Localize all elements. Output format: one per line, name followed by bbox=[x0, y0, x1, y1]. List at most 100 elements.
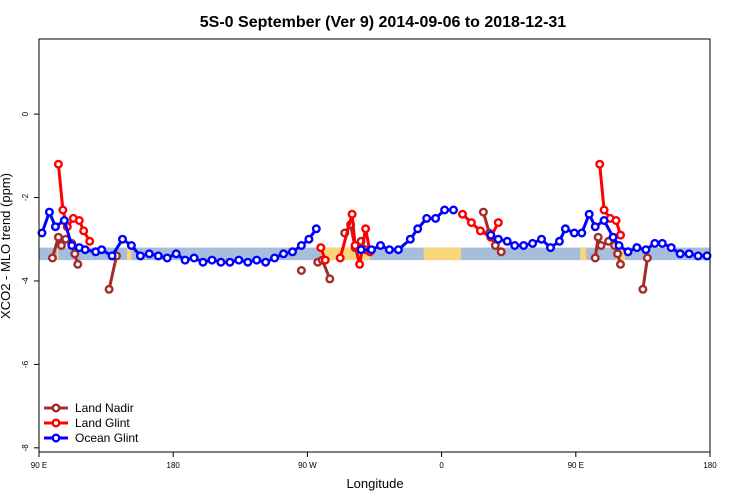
data-point-land-glint bbox=[58, 205, 68, 215]
y-tick-label: -2 bbox=[21, 193, 30, 201]
data-point-ocean-glint bbox=[590, 222, 600, 232]
data-point-land-glint bbox=[458, 209, 468, 219]
data-point-ocean-glint bbox=[288, 247, 298, 257]
x-axis: 90 E 180 90 W 0 90 E 180 bbox=[31, 452, 717, 470]
data-point-ocean-glint bbox=[37, 228, 47, 238]
data-point-land-nadir bbox=[616, 259, 626, 269]
data-point-ocean-glint bbox=[144, 249, 154, 259]
data-point-ocean-glint bbox=[234, 255, 244, 265]
series-line-ocean-glint bbox=[361, 208, 454, 252]
chart-title: 5S-0 September (Ver 9) 2014-09-06 to 201… bbox=[200, 14, 567, 31]
data-point-land-nadir bbox=[478, 207, 488, 217]
data-point-land-glint bbox=[595, 159, 605, 169]
legend-marker bbox=[51, 403, 61, 413]
data-point-ocean-glint bbox=[632, 243, 642, 253]
legend-marker bbox=[51, 433, 61, 443]
series-ocean-glint bbox=[37, 205, 712, 267]
land-band-3 bbox=[423, 247, 461, 261]
legend-label: Ocean Glint bbox=[75, 431, 139, 445]
data-point-land-glint bbox=[599, 205, 609, 215]
data-point-ocean-glint bbox=[684, 249, 694, 259]
data-point-land-glint bbox=[53, 159, 63, 169]
series-land-glint bbox=[53, 159, 626, 269]
data-point-ocean-glint bbox=[650, 238, 660, 248]
land-band-4 bbox=[580, 247, 587, 261]
data-point-land-glint bbox=[320, 255, 330, 265]
legend-label: Land Nadir bbox=[75, 401, 134, 415]
data-point-ocean-glint bbox=[126, 240, 136, 250]
land-band-1 bbox=[126, 247, 132, 261]
data-point-ocean-glint bbox=[279, 249, 289, 259]
data-point-land-nadir bbox=[496, 247, 506, 257]
data-point-land-glint bbox=[335, 253, 345, 263]
y-tick-label: -4 bbox=[21, 277, 30, 285]
data-point-ocean-glint bbox=[675, 249, 685, 259]
series-line-land-nadir bbox=[641, 257, 649, 290]
data-point-ocean-glint bbox=[608, 232, 618, 242]
data-point-ocean-glint bbox=[384, 245, 394, 255]
y-axis-title: XCO2 - MLO trend (ppm) bbox=[0, 173, 13, 319]
data-point-land-nadir bbox=[325, 274, 335, 284]
data-point-ocean-glint bbox=[657, 238, 667, 248]
data-point-ocean-glint bbox=[153, 251, 163, 261]
x-tick-label: 180 bbox=[167, 461, 181, 470]
data-point-ocean-glint bbox=[252, 255, 262, 265]
data-point-land-nadir bbox=[642, 253, 652, 263]
data-point-ocean-glint bbox=[554, 236, 564, 246]
data-point-land-nadir bbox=[53, 232, 63, 242]
data-point-ocean-glint bbox=[528, 238, 538, 248]
data-point-ocean-glint bbox=[393, 245, 403, 255]
data-point-land-glint bbox=[475, 226, 485, 236]
data-point-land-nadir bbox=[613, 249, 623, 259]
data-point-ocean-glint bbox=[376, 240, 386, 250]
x-tick-label: 90 W bbox=[298, 461, 317, 470]
data-point-land-glint bbox=[355, 259, 365, 269]
data-point-land-nadir bbox=[596, 240, 606, 250]
y-axis: 0 -2 -4 -6 -8 bbox=[21, 111, 39, 451]
data-point-land-glint bbox=[85, 236, 95, 246]
data-point-land-nadir bbox=[56, 240, 66, 250]
legend-label: Land Glint bbox=[75, 416, 130, 430]
data-point-ocean-glint bbox=[59, 215, 69, 225]
data-point-land-nadir bbox=[47, 253, 57, 263]
y-tick-label: 0 bbox=[21, 111, 30, 116]
y-tick-label: -8 bbox=[21, 444, 30, 452]
plot-area bbox=[37, 159, 712, 294]
data-point-ocean-glint bbox=[614, 240, 624, 250]
data-point-land-nadir bbox=[70, 249, 80, 259]
data-point-ocean-glint bbox=[510, 240, 520, 250]
data-point-ocean-glint bbox=[107, 251, 117, 261]
data-point-land-glint bbox=[347, 209, 357, 219]
data-point-land-glint bbox=[611, 215, 621, 225]
data-point-ocean-glint bbox=[569, 228, 579, 238]
legend-marker bbox=[51, 418, 61, 428]
data-point-ocean-glint bbox=[493, 234, 503, 244]
data-point-ocean-glint bbox=[519, 240, 529, 250]
data-point-land-glint bbox=[361, 224, 371, 234]
data-point-ocean-glint bbox=[702, 251, 712, 261]
data-point-ocean-glint bbox=[440, 205, 450, 215]
data-point-ocean-glint bbox=[422, 213, 432, 223]
data-point-ocean-glint bbox=[431, 213, 441, 223]
data-point-ocean-glint bbox=[449, 205, 459, 215]
data-point-ocean-glint bbox=[623, 247, 633, 257]
data-point-ocean-glint bbox=[599, 215, 609, 225]
data-point-ocean-glint bbox=[405, 234, 415, 244]
data-point-land-nadir bbox=[638, 284, 648, 294]
data-point-land-glint bbox=[616, 230, 626, 240]
data-point-ocean-glint bbox=[560, 224, 570, 234]
data-point-ocean-glint bbox=[225, 257, 235, 267]
data-point-land-glint bbox=[74, 215, 84, 225]
data-point-ocean-glint bbox=[641, 245, 651, 255]
data-point-ocean-glint bbox=[502, 236, 512, 246]
data-point-ocean-glint bbox=[304, 234, 314, 244]
x-axis-title: Longitude bbox=[346, 476, 403, 491]
data-point-ocean-glint bbox=[486, 230, 496, 240]
data-point-ocean-glint bbox=[67, 240, 77, 250]
data-point-ocean-glint bbox=[50, 222, 60, 232]
data-point-ocean-glint bbox=[584, 209, 594, 219]
x-tick-label: 0 bbox=[439, 461, 444, 470]
data-point-ocean-glint bbox=[367, 245, 377, 255]
data-point-ocean-glint bbox=[189, 253, 199, 263]
